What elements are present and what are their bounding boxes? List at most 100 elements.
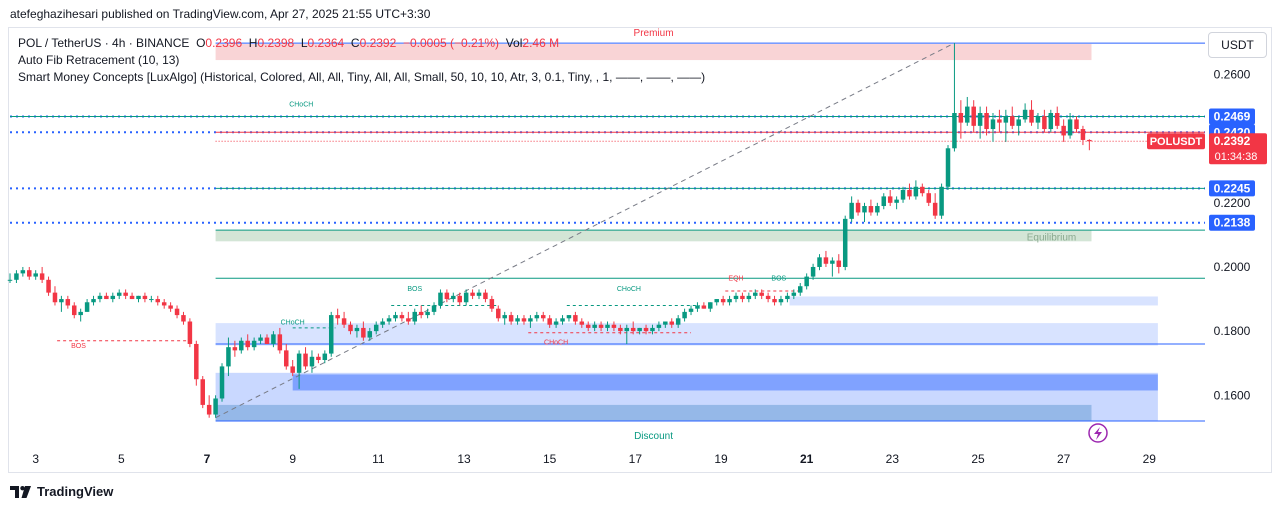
candle-body	[945, 148, 951, 187]
structure-label: BOS	[771, 275, 786, 282]
candle-body	[939, 186, 944, 216]
candle-body	[823, 257, 829, 264]
candle-body	[206, 404, 212, 415]
candle-body	[200, 379, 205, 405]
candle-body	[1074, 119, 1079, 130]
o-value: 0.2396	[205, 36, 243, 50]
price-tag-bg	[1209, 180, 1255, 197]
candle-body	[97, 295, 103, 300]
candle-body	[341, 318, 347, 325]
x-tick-label: 27	[1057, 452, 1071, 466]
structure-label: EQH	[728, 275, 743, 282]
c-label: C	[350, 36, 360, 50]
current-price-tag-bg	[1209, 133, 1267, 165]
indicator-smc[interactable]: Smart Money Concepts [LuxAlgo] (Historic…	[18, 70, 706, 84]
candle-body	[71, 305, 77, 316]
candle-body	[907, 189, 912, 197]
candle-body	[566, 315, 572, 319]
candle-body	[830, 260, 835, 264]
vol-value: 2.46 M	[522, 36, 560, 50]
candle-body	[977, 113, 983, 126]
candle-body	[39, 273, 45, 280]
symbol-tag-bg	[1147, 133, 1205, 150]
candle-body	[887, 196, 893, 203]
tradingview-logo-icon	[10, 485, 31, 498]
candle-body	[444, 292, 450, 300]
candle-body	[1035, 116, 1041, 123]
symbol-label[interactable]: POL / TetherUS · 4h · BINANCE	[18, 36, 190, 50]
candle-body	[155, 299, 161, 303]
x-tick-label: 29	[1143, 452, 1157, 466]
candle-body	[630, 327, 636, 332]
structure-label: CHoCH	[281, 320, 305, 327]
x-tick-label: 13	[457, 452, 471, 466]
structure-label: CHoCH	[289, 102, 313, 109]
candle-body	[733, 295, 739, 300]
candle-body	[348, 324, 353, 332]
x-tick-label: 25	[971, 452, 985, 466]
order-block-2	[215, 323, 1158, 346]
candle-body	[386, 318, 392, 322]
candle-body	[778, 299, 784, 303]
candle-body	[553, 321, 559, 325]
candle-body	[406, 318, 411, 322]
candle-body	[296, 353, 302, 373]
candle-body	[1067, 119, 1073, 136]
candle-body	[682, 311, 687, 319]
candle-body	[515, 318, 520, 322]
candle-body	[123, 292, 128, 296]
lightning-icon-ring	[1088, 423, 1108, 443]
l-label: L	[300, 36, 308, 50]
candle-body	[720, 299, 726, 303]
candle-body	[373, 324, 379, 332]
candle-body	[354, 327, 360, 332]
candle-body	[984, 113, 989, 130]
candle-body	[534, 315, 540, 319]
candle-body	[104, 295, 109, 300]
order-block-1	[292, 374, 1158, 391]
candle-body	[251, 340, 257, 348]
candle-body	[958, 113, 964, 123]
candle-body	[451, 295, 456, 300]
candle-body	[91, 299, 96, 303]
candle-body	[1016, 119, 1021, 126]
candle-body	[399, 315, 405, 319]
x-tick-label: 19	[714, 452, 728, 466]
candle-body	[116, 292, 122, 296]
x-tick-label: 23	[886, 452, 900, 466]
candle-body	[695, 305, 700, 309]
candle-body	[508, 315, 514, 322]
lightning-icon[interactable]	[1088, 423, 1108, 443]
candle-body	[277, 334, 283, 351]
indicator-fib[interactable]: Auto Fib Retracement (10, 13)	[18, 53, 180, 67]
candle-body	[181, 315, 186, 322]
candle-body	[791, 292, 797, 296]
candle-body	[965, 106, 970, 123]
candle-body	[129, 295, 135, 300]
footer-brand[interactable]: TradingView	[10, 484, 113, 499]
candle-body	[226, 347, 231, 367]
candle-body	[1061, 125, 1066, 136]
candle-body	[656, 324, 662, 328]
candle-body	[759, 292, 764, 296]
currency-button[interactable]: USDT	[1208, 32, 1267, 58]
candle-body	[765, 295, 771, 300]
candle-body	[290, 366, 295, 373]
fib-trend-line	[215, 42, 955, 419]
candle-body	[496, 308, 501, 319]
candle-body	[990, 119, 996, 130]
publish-line: atefeghazihesari published on TradingVie…	[10, 7, 431, 21]
candle-body	[412, 311, 418, 322]
zone-equilibrium	[215, 230, 1092, 242]
candle-body	[785, 295, 790, 300]
candle-body	[849, 202, 854, 219]
candle-body	[213, 398, 218, 415]
candle-body	[521, 318, 527, 322]
y-tick-label: 0.2200	[1214, 196, 1251, 210]
candle-body	[1010, 116, 1015, 126]
h-label: H	[248, 36, 258, 50]
current-price-text: 0.2392	[1214, 134, 1251, 148]
candle-body	[309, 356, 315, 367]
candle-body	[579, 321, 585, 325]
